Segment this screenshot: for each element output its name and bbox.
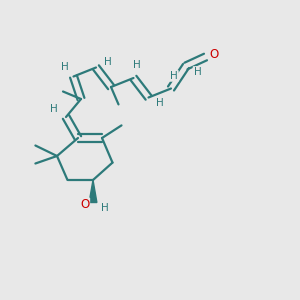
Text: H: H — [170, 71, 178, 81]
Text: H: H — [61, 62, 68, 73]
Polygon shape — [89, 180, 97, 203]
Text: O: O — [209, 48, 218, 61]
Text: O: O — [80, 198, 89, 212]
Text: H: H — [103, 57, 111, 67]
Text: H: H — [100, 203, 108, 213]
Text: H: H — [133, 60, 140, 70]
Text: H: H — [156, 98, 164, 108]
Text: H: H — [50, 104, 58, 115]
Text: H: H — [194, 67, 201, 77]
